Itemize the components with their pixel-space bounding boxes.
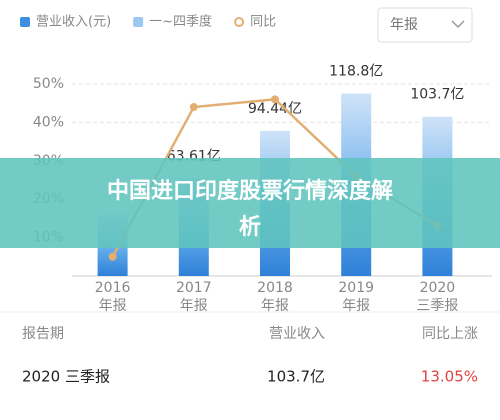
legend-label: 一~四季度	[149, 14, 212, 30]
point	[108, 252, 117, 261]
legend-label: 同比	[250, 15, 276, 30]
x-tick-label: 2017	[176, 280, 212, 296]
point	[189, 103, 198, 112]
table-header: 营业收入	[269, 326, 325, 342]
x-tick-label: 年报	[342, 298, 370, 314]
value-label: 118.8亿	[329, 64, 383, 80]
table-cell: 2020 三季报	[22, 368, 110, 386]
x-tick-label: 三季报	[416, 298, 458, 314]
banner-line: 中国进口印度股票行情深度解	[107, 178, 393, 204]
value-label: 103.7亿	[410, 87, 464, 103]
x-tick-label: 2020	[420, 280, 456, 296]
x-tick-label: 年报	[261, 298, 289, 314]
x-tick-label: 年报	[99, 298, 127, 314]
banner-line: 析	[239, 215, 261, 240]
y-tick-label: 40%	[33, 114, 64, 130]
table-header: 报告期	[22, 326, 64, 342]
legend-icon	[234, 17, 245, 27]
legend-icon	[133, 17, 144, 27]
x-tick-label: 2019	[338, 280, 374, 296]
x-tick-label: 年报	[180, 298, 208, 314]
legend-label: 营业收入(元)	[36, 15, 111, 30]
x-tick-label: 2018	[257, 280, 293, 296]
y-tick-label: 50%	[33, 76, 64, 92]
button-label[interactable]: 年报	[390, 17, 418, 33]
banner	[0, 158, 500, 248]
legend-icon	[20, 17, 30, 27]
button-box[interactable]	[377, 7, 473, 43]
point	[271, 95, 279, 104]
table-header: 同比上涨	[422, 326, 478, 342]
x-tick-label: 2016	[95, 280, 131, 296]
table-cell: 13.05%	[421, 368, 478, 386]
period-button[interactable]: 年报	[377, 7, 473, 43]
table-cell: 103.7亿	[267, 368, 325, 386]
banner-title: 中国进口印度股票行情深度解析	[107, 178, 393, 240]
chevron[interactable]	[451, 20, 465, 29]
